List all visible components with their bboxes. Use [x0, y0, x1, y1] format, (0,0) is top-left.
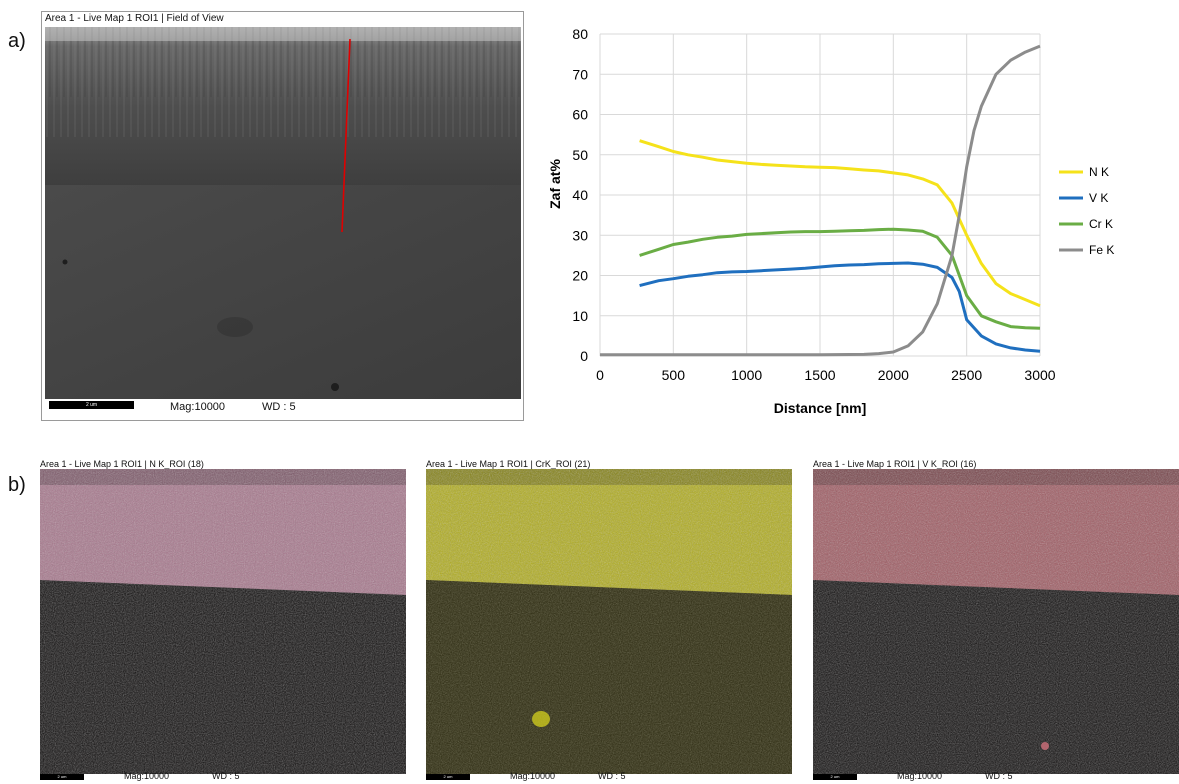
x-tick-label: 3000: [1024, 367, 1055, 383]
series-line-cr-k: [639, 227, 1041, 330]
y-tick-label: 80: [572, 26, 588, 42]
y-tick-label: 10: [572, 308, 588, 324]
y-tick-label: 20: [572, 268, 588, 284]
panel-label-b: b): [8, 474, 26, 496]
eds-map-image: [40, 469, 406, 774]
series-line-n-k: [639, 139, 1041, 308]
eds-map-working-distance: WD : 5: [598, 771, 626, 781]
eds-map-panel: Area 1 - Live Map 1 ROI1 | N K_ROI (18) 2…: [40, 458, 412, 784]
chart-legend: N K V K Cr K Fe K: [1059, 165, 1114, 257]
eds-map-scalebar: 2 um: [426, 774, 470, 780]
sem-working-distance: WD : 5: [262, 401, 296, 413]
x-tick-label: 2000: [878, 367, 909, 383]
eds-map-magnification: Mag:10000: [124, 771, 170, 781]
eds-map-working-distance: WD : 5: [985, 771, 1013, 781]
panel-label-a: a): [8, 30, 26, 52]
x-tick-label: 500: [662, 367, 686, 383]
eds-map-scalebar: 2 um: [813, 774, 857, 780]
y-tick-label: 30: [572, 227, 588, 243]
legend-label: Cr K: [1089, 217, 1113, 231]
chart-series-group: [600, 44, 1041, 357]
y-tick-label: 60: [572, 107, 588, 123]
x-tick-label: 1500: [804, 367, 835, 383]
legend-label: Fe K: [1089, 243, 1114, 257]
x-tick-label: 2500: [951, 367, 982, 383]
series-line-fe-k: [600, 44, 1041, 357]
sem-scalebar: 2 um: [49, 401, 134, 409]
sem-magnification: Mag:10000: [170, 401, 226, 413]
y-tick-label: 70: [572, 66, 588, 82]
y-tick-label: 0: [580, 348, 588, 364]
legend-label: N K: [1089, 165, 1109, 179]
y-tick-label: 40: [572, 187, 588, 203]
eds-map-caption: Area 1 - Live Map 1 ROI1 | V K_ROI (16): [813, 459, 977, 469]
eds-map-scalebar: 2 um: [40, 774, 84, 780]
eds-map-magnification: Mag:10000: [897, 771, 943, 781]
eds-map-caption: Area 1 - Live Map 1 ROI1 | N K_ROI (18): [40, 459, 204, 469]
x-axis-label: Distance [nm]: [774, 400, 867, 416]
chart-tick-labels: 0 10 20 30 40 50 60 70 80 0 500 1000 1500 2000 2500 300…: [572, 26, 1055, 383]
y-axis-label: Zaf at%: [547, 159, 563, 209]
eds-map-working-distance: WD : 5: [212, 771, 240, 781]
y-tick-label: 50: [572, 147, 588, 163]
x-tick-label: 0: [596, 367, 604, 383]
eds-map-image: [426, 469, 792, 774]
sem-image-caption: Area 1 - Live Map 1 ROI1 | Field of View: [45, 13, 224, 24]
eds-map-image: [813, 469, 1179, 774]
series-line-v-k: [639, 261, 1041, 353]
chart-grid: [599, 33, 1041, 357]
sem-image-panel: Area 1 - Live Map 1 ROI1 | Field of View: [41, 11, 524, 421]
eds-map-caption: Area 1 - Live Map 1 ROI1 | CrK_ROI (21): [426, 459, 591, 469]
x-tick-label: 1000: [731, 367, 762, 383]
legend-label: V K: [1089, 191, 1108, 205]
eds-map-panel: Area 1 - Live Map 1 ROI1 | CrK_ROI (21) 2…: [426, 458, 798, 784]
eds-map-panel: Area 1 - Live Map 1 ROI1 | V K_ROI (16) 2…: [813, 458, 1179, 784]
sem-micrograph: [45, 27, 521, 399]
line-profile-chart: 0 10 20 30 40 50 60 70 80 0 500 1000 1500 2000 2500 300…: [547, 26, 1114, 416]
eds-map-magnification: Mag:10000: [510, 771, 556, 781]
